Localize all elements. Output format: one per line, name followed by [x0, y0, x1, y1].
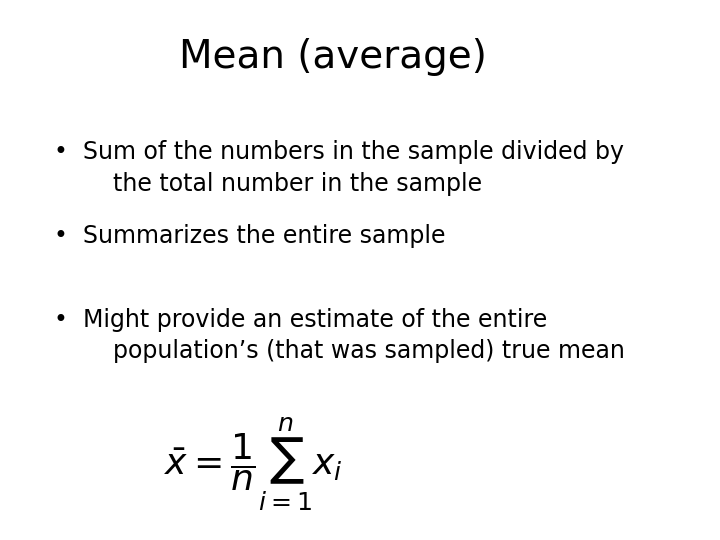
- Text: •: •: [53, 140, 67, 164]
- Text: •: •: [53, 308, 67, 332]
- Text: Mean (average): Mean (average): [179, 38, 487, 76]
- Text: $\bar{x} = \dfrac{1}{n}\sum_{i=1}^{n} x_i$: $\bar{x} = \dfrac{1}{n}\sum_{i=1}^{n} x_…: [164, 416, 343, 513]
- Text: Sum of the numbers in the sample divided by
    the total number in the sample: Sum of the numbers in the sample divided…: [84, 140, 624, 196]
- Text: •: •: [53, 224, 67, 248]
- Text: Summarizes the entire sample: Summarizes the entire sample: [84, 224, 446, 248]
- Text: Might provide an estimate of the entire
    population’s (that was sampled) true: Might provide an estimate of the entire …: [84, 308, 625, 363]
